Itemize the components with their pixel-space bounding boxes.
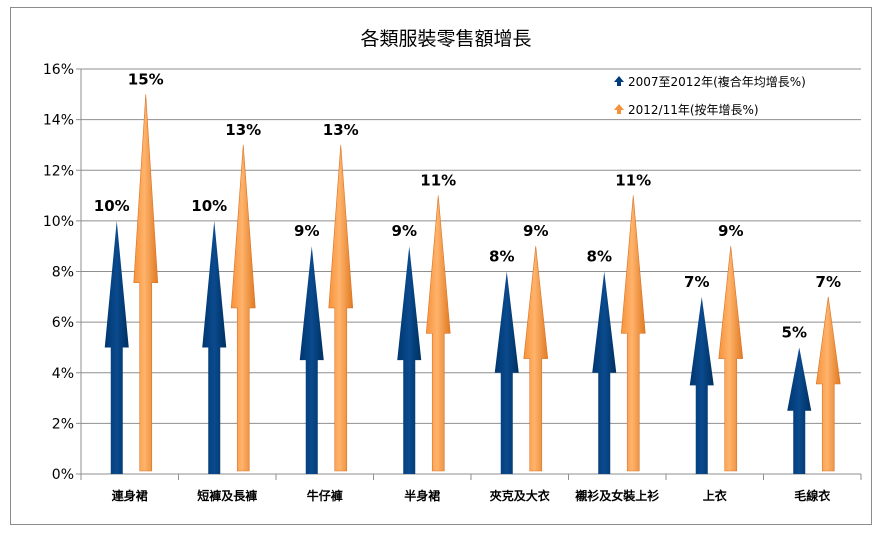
yoy-arrow — [718, 246, 744, 472]
yoy-data-label: 9% — [523, 222, 548, 240]
cagr-arrow — [689, 296, 714, 474]
legend-arrow-icon — [614, 76, 624, 86]
legend: 2007至2012年(複合年均增長%) 2012/11年(按年增長%) — [614, 74, 806, 117]
legend-entry: 2012/11年(按年增長%) — [628, 103, 759, 117]
yoy-arrow — [425, 195, 451, 472]
cagr-data-label: 8% — [489, 248, 514, 266]
yoy-arrow — [328, 144, 354, 472]
yoy-arrow — [230, 144, 256, 472]
y-tick-label: 12% — [43, 163, 74, 179]
y-tick-label: 0% — [52, 467, 74, 483]
yoy-data-label: 7% — [816, 273, 841, 291]
y-tick-label: 10% — [43, 214, 74, 230]
category-label: 夾克及大衣 — [490, 488, 550, 503]
category-label: 上衣 — [703, 488, 727, 503]
arrow-marks — [104, 94, 841, 474]
category-label: 牛仔褲 — [307, 488, 343, 503]
cagr-arrow — [397, 246, 422, 474]
y-tick-label: 14% — [43, 113, 74, 129]
cagr-data-label: 8% — [587, 248, 612, 266]
chart-svg: 各類服裝零售額增長 0% 2% 4% 6% 8% 10% 12% 14% 16% 10% 10% 9… — [43, 28, 862, 503]
cagr-data-label: 10% — [94, 197, 130, 215]
x-axis — [80, 69, 862, 480]
yoy-data-label: 11% — [420, 172, 456, 190]
y-tick-label: 4% — [52, 366, 74, 382]
y-axis-ticks: 0% 2% 4% 6% 8% 10% 12% 14% 16% — [43, 62, 74, 483]
category-label: 襯衫及女裝上衫 — [574, 488, 659, 503]
cagr-arrow — [299, 246, 324, 474]
yoy-arrow — [620, 195, 646, 472]
y-tick-label: 6% — [52, 315, 74, 331]
cagr-arrow — [494, 271, 519, 474]
yoy-data-label: 15% — [128, 70, 164, 88]
yoy-data-label: 9% — [718, 222, 743, 240]
chart-title: 各類服裝零售額增長 — [360, 28, 531, 50]
data-labels: 10% 10% 9% 9% 8% 8% 7% 5% 15% 13% 13% 11% 9% 11% 9% 7% — [94, 70, 841, 341]
category-label: 半身裙 — [404, 488, 440, 503]
y-tick-label: 2% — [52, 416, 74, 432]
yoy-arrow — [815, 296, 841, 472]
yoy-data-label: 13% — [225, 121, 261, 139]
y-tick-label: 16% — [43, 62, 74, 78]
cagr-arrow — [592, 271, 617, 474]
cagr-data-label: 9% — [294, 222, 319, 240]
y-tick-label: 8% — [52, 265, 74, 281]
cagr-arrow — [104, 220, 129, 474]
category-labels: 連身裙 短褲及長褲 牛仔褲 半身裙 夾克及大衣 襯衫及女裝上衫 上衣 毛線衣 — [112, 488, 831, 503]
chart-frame: 各類服裝零售額增長 0% 2% 4% 6% 8% 10% 12% 14% 16% 10% 10% 9… — [10, 7, 872, 525]
cagr-data-label: 9% — [392, 222, 417, 240]
category-label: 連身裙 — [112, 488, 148, 503]
gridlines — [76, 68, 861, 475]
legend-entry: 2007至2012年(複合年均增長%) — [628, 74, 806, 89]
cagr-data-label: 10% — [191, 197, 227, 215]
yoy-data-label: 11% — [615, 172, 651, 190]
category-label: 毛線衣 — [794, 488, 830, 503]
yoy-arrow — [133, 94, 159, 472]
yoy-data-label: 13% — [323, 121, 359, 139]
cagr-data-label: 7% — [684, 273, 709, 291]
yoy-arrow — [523, 246, 549, 472]
cagr-arrow — [202, 220, 227, 474]
cagr-arrow — [787, 347, 812, 474]
cagr-data-label: 5% — [782, 323, 807, 341]
legend-arrow-icon — [614, 104, 624, 114]
category-label: 短褲及長褲 — [197, 488, 257, 503]
